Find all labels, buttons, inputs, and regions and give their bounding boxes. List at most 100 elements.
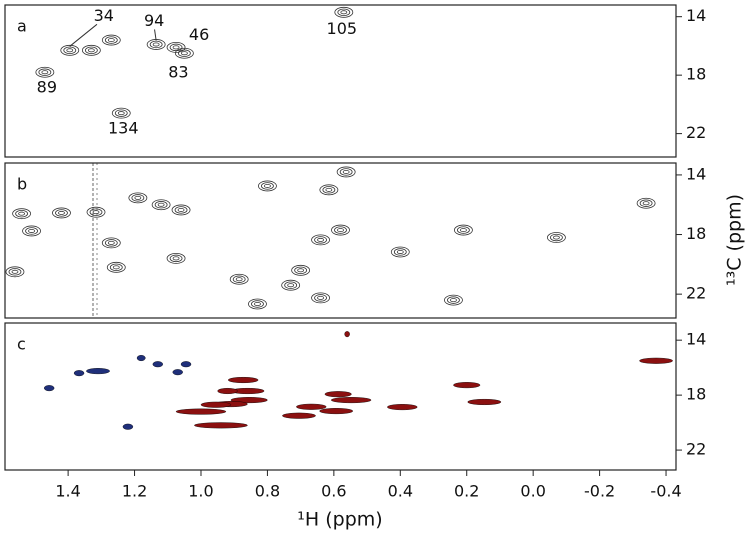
contour-ring — [281, 279, 301, 291]
contour-ring — [5, 266, 25, 278]
x-tick-label: 0.4 — [388, 482, 413, 501]
contour-ring — [166, 252, 186, 264]
peak — [194, 422, 248, 429]
contour-ring — [134, 195, 142, 200]
contour-ring — [63, 46, 77, 55]
peak — [122, 423, 134, 430]
contour-ring — [450, 298, 457, 303]
peak — [228, 377, 259, 384]
peak — [22, 225, 41, 237]
peak — [344, 331, 350, 338]
peak-label: 34 — [94, 6, 114, 25]
contour-ring — [317, 295, 324, 300]
x-tick-label: 0.8 — [255, 482, 280, 501]
contour-ring — [107, 240, 115, 245]
contour-ring — [114, 109, 128, 117]
peak — [547, 232, 566, 243]
contour-ring — [172, 45, 180, 50]
contour-ring — [107, 38, 115, 43]
contour-ring — [317, 237, 324, 242]
contour-ring — [52, 207, 71, 219]
contour-ring — [104, 239, 118, 247]
peak — [319, 408, 353, 415]
y-tick-label: 14 — [686, 330, 706, 349]
peak-label: 83 — [168, 63, 188, 82]
contour-ring — [642, 201, 650, 206]
peak — [101, 34, 121, 46]
contour-ring — [86, 206, 106, 218]
contour-ring — [177, 207, 185, 212]
contour-ring — [169, 254, 183, 263]
peak — [106, 261, 126, 273]
contour-ring — [101, 237, 121, 249]
panel-label: a — [17, 17, 27, 36]
peak — [319, 184, 339, 196]
leader-line — [154, 29, 157, 41]
contour-ring — [174, 47, 194, 59]
peak — [330, 397, 372, 404]
contour-ring — [311, 234, 330, 246]
contour-ring — [109, 263, 123, 272]
peak — [324, 391, 352, 398]
contour-ring — [460, 228, 467, 233]
peak — [336, 166, 356, 178]
peak — [282, 412, 316, 419]
y-tick-label: 22 — [686, 440, 706, 459]
peak — [136, 355, 146, 362]
peak — [52, 207, 71, 219]
contour-ring — [172, 256, 180, 261]
contour-ring — [157, 202, 165, 207]
peak — [175, 408, 227, 415]
contour-ring — [169, 43, 183, 52]
contour-ring — [154, 201, 168, 209]
x-tick-label: 1.4 — [55, 482, 80, 501]
contour-ring — [38, 68, 52, 76]
peak — [311, 292, 330, 304]
peak — [146, 39, 166, 50]
contour-ring — [251, 300, 264, 308]
contour-ring — [325, 187, 333, 192]
y-tick-label: 18 — [686, 65, 706, 84]
y-tick-label: 14 — [686, 164, 706, 183]
panel-frame — [4, 322, 677, 471]
contour-ring — [390, 246, 410, 258]
peak — [166, 252, 186, 264]
peak-label: 89 — [37, 78, 57, 97]
contour-ring — [81, 44, 101, 56]
contour-ring — [101, 34, 121, 46]
contour-ring — [112, 265, 120, 270]
peak — [172, 369, 183, 376]
contour-ring — [396, 249, 404, 254]
peak — [390, 246, 410, 258]
peak — [454, 224, 473, 236]
x-tick-label: 0.0 — [520, 482, 545, 501]
peak — [296, 403, 327, 410]
peak — [281, 279, 301, 291]
contour-ring — [314, 294, 327, 302]
contour-ring — [553, 235, 560, 240]
contour-ring — [322, 186, 336, 194]
contour-ring — [55, 209, 68, 217]
y-tick-label: 22 — [686, 123, 706, 142]
contour-ring — [258, 180, 277, 192]
x-tick-label: 0.6 — [321, 482, 346, 501]
peak — [101, 237, 121, 249]
contour-ring — [261, 182, 274, 190]
y-axis-label: ¹³C (ppm) — [724, 194, 746, 286]
contour-ring — [636, 197, 656, 209]
peak — [334, 6, 354, 18]
contour-ring — [35, 66, 55, 78]
peak — [639, 357, 673, 364]
peak — [229, 273, 249, 285]
peak — [35, 66, 55, 78]
contour-ring — [87, 48, 95, 53]
contour-ring — [454, 224, 473, 236]
panel-label: c — [17, 335, 26, 354]
contour-ring — [248, 298, 267, 310]
contour-ring — [177, 49, 191, 57]
peak — [43, 385, 55, 392]
contour-ring — [84, 46, 98, 55]
peak — [151, 199, 171, 211]
peak — [453, 382, 481, 389]
